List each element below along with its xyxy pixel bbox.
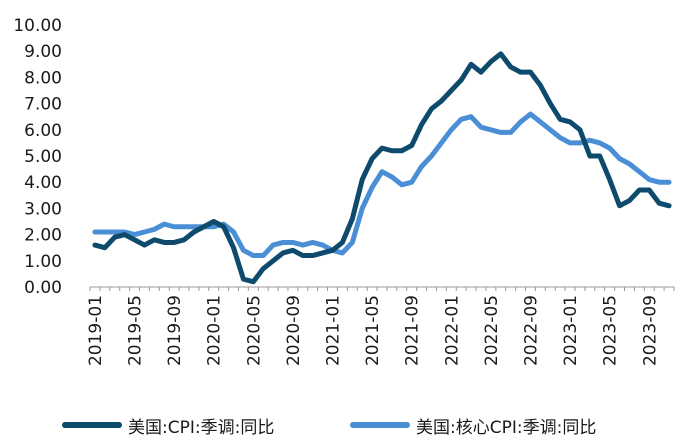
x-tick-label: 2023-09 <box>640 295 660 366</box>
y-tick-label: 4.00 <box>24 173 62 193</box>
y-tick-label: 7.00 <box>24 95 62 115</box>
x-tick-label: 2023-05 <box>601 295 621 366</box>
x-tick-label: 2021-05 <box>363 295 383 366</box>
x-tick-label: 2019-01 <box>86 295 106 366</box>
legend-item-cpi: 美国:CPI:季调:同比 <box>62 408 274 442</box>
x-tick-label: 2022-01 <box>442 295 462 366</box>
line-chart: 0.00 1.00 2.00 3.00 4.00 5.00 6.00 7.00 8.00 9.00… <box>13 16 675 366</box>
legend-swatch-cpi <box>62 422 122 428</box>
x-tick-label: 2020-05 <box>244 295 264 366</box>
legend-label-core-cpi: 美国:核心CPI:季调:同比 <box>416 417 597 438</box>
legend: 美国:CPI:季调:同比 美国:核心CPI:季调:同比 <box>0 408 684 442</box>
y-tick-label: 9.00 <box>24 42 62 62</box>
legend-item-core-cpi: 美国:核心CPI:季调:同比 <box>350 408 596 442</box>
x-tick-label: 2019-05 <box>126 295 146 366</box>
y-axis: 0.00 1.00 2.00 3.00 4.00 5.00 6.00 7.00 8.00 9.00… <box>13 16 62 298</box>
x-tick-label: 2021-09 <box>403 295 423 366</box>
series-layer <box>92 51 672 285</box>
y-tick-label: 2.00 <box>24 226 62 246</box>
series-line-cpi <box>92 51 672 285</box>
y-tick-label: 1.00 <box>24 252 62 272</box>
series-line-core-cpi <box>92 111 672 259</box>
x-tick-label: 2021-01 <box>324 295 344 366</box>
y-tick-label: 5.00 <box>24 147 62 167</box>
x-axis: 2019-01 2019-05 2019-09 2020-01 2020-05 2020-… <box>86 286 675 366</box>
legend-label-cpi: 美国:CPI:季调:同比 <box>128 417 275 438</box>
x-tick-label: 2023-01 <box>561 295 581 366</box>
x-tick-label: 2022-05 <box>482 295 502 366</box>
x-tick-label: 2022-09 <box>521 295 541 366</box>
x-tick-label: 2020-01 <box>205 295 225 366</box>
y-tick-label: 8.00 <box>24 68 62 88</box>
x-tick-label: 2019-09 <box>165 295 185 366</box>
y-tick-label: 10.00 <box>13 16 62 36</box>
y-tick-label: 3.00 <box>24 199 62 219</box>
y-tick-label: 6.00 <box>24 121 62 141</box>
y-tick-label: 0.00 <box>24 278 62 298</box>
x-tick-label: 2020-09 <box>284 295 304 366</box>
legend-swatch-core-cpi <box>350 422 410 428</box>
